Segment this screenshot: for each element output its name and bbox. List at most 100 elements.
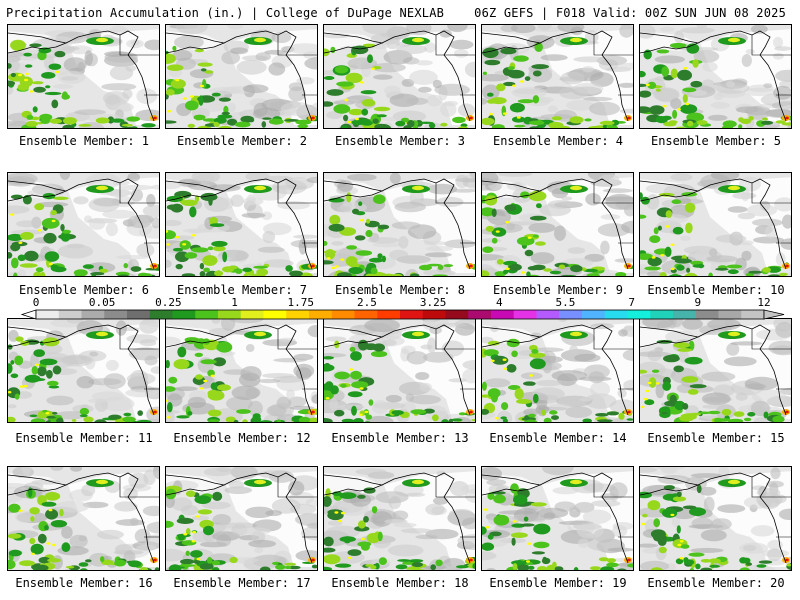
ensemble-member-map xyxy=(639,24,792,129)
colorbar-swatch xyxy=(559,310,583,319)
ensemble-member-map xyxy=(481,172,634,277)
colorbar-swatch xyxy=(240,310,264,319)
ensemble-member-map xyxy=(639,172,792,277)
ensemble-member-caption: Ensemble Member: 2 xyxy=(176,134,308,148)
ensemble-member-caption: Ensemble Member: 13 xyxy=(331,431,469,445)
colorbar-swatch xyxy=(695,310,719,319)
colorbar-tick-label: 12 xyxy=(757,296,771,309)
colorbar-tick-label: 1 xyxy=(231,296,238,309)
colorbar-swatch xyxy=(286,310,310,319)
colorbar-swatch xyxy=(127,310,151,319)
precip-map-image xyxy=(324,25,475,128)
precip-map-image xyxy=(482,319,633,422)
precip-map-image xyxy=(640,319,791,422)
colorbar-swatch xyxy=(582,310,606,319)
precip-map-image xyxy=(482,25,633,128)
precip-map-image xyxy=(8,25,159,128)
colorbar-tick-label: 3.25 xyxy=(419,296,447,309)
ensemble-member-caption: Ensemble Member: 18 xyxy=(331,576,469,590)
ensemble-member-caption: Ensemble Member: 8 xyxy=(334,283,466,297)
colorbar-tick-label: 0 xyxy=(32,296,40,309)
ensemble-member-caption: Ensemble Member: 5 xyxy=(650,134,782,148)
precip-map-image xyxy=(166,173,317,276)
colorbar-swatch xyxy=(491,310,515,319)
ensemble-member-caption: Ensemble Member: 12 xyxy=(173,431,311,445)
ensemble-member-caption: Ensemble Member: 11 xyxy=(15,431,153,445)
colorbar-swatch xyxy=(400,310,424,319)
colorbar-swatch xyxy=(673,310,697,319)
ensemble-member-map xyxy=(7,172,160,277)
colorbar-swatch xyxy=(58,310,82,319)
colorbar-swatch xyxy=(81,310,105,319)
colorbar-swatch xyxy=(104,310,128,319)
colorbar-swatch xyxy=(263,310,287,319)
ensemble-member-map xyxy=(7,466,160,571)
ensemble-member-caption: Ensemble Member: 10 xyxy=(647,283,785,297)
precip-colorbar xyxy=(20,309,785,320)
colorbar-swatch xyxy=(604,310,628,319)
colorbar-swatch xyxy=(172,310,196,319)
colorbar-tick-label: 7 xyxy=(628,296,635,309)
colorbar-swatch xyxy=(627,310,651,319)
colorbar-swatch xyxy=(422,310,446,319)
ensemble-member-map xyxy=(481,318,634,423)
colorbar-min-arrow xyxy=(20,309,37,320)
precip-map-image xyxy=(166,319,317,422)
precip-map-image xyxy=(640,173,791,276)
ensemble-member-map xyxy=(165,172,318,277)
precip-map-image xyxy=(324,173,475,276)
ensemble-member-map xyxy=(481,466,634,571)
ensemble-member-caption: Ensemble Member: 6 xyxy=(18,283,150,297)
ensemble-member-caption: Ensemble Member: 15 xyxy=(647,431,785,445)
map-title: Precipitation Accumulation (in.) | Colle… xyxy=(6,6,445,20)
ensemble-member-map xyxy=(323,466,476,571)
ensemble-member-map xyxy=(7,318,160,423)
colorbar-tick-label: 0.25 xyxy=(155,296,182,309)
ensemble-member-caption: Ensemble Member: 3 xyxy=(334,134,466,148)
ensemble-member-caption: Ensemble Member: 4 xyxy=(492,134,624,148)
ensemble-member-caption: Ensemble Member: 20 xyxy=(647,576,785,590)
precip-map-image xyxy=(8,467,159,570)
ensemble-member-caption: Ensemble Member: 1 xyxy=(18,134,150,148)
ensemble-member-caption: Ensemble Member: 17 xyxy=(173,576,311,590)
ensemble-member-map xyxy=(481,24,634,129)
colorbar-swatch xyxy=(468,310,492,319)
precip-map-image xyxy=(166,467,317,570)
precip-map-image xyxy=(482,173,633,276)
ensemble-member-map xyxy=(639,466,792,571)
colorbar-swatch xyxy=(331,310,355,319)
precip-map-image xyxy=(324,467,475,570)
ensemble-member-map xyxy=(323,318,476,423)
colorbar-swatch xyxy=(309,310,333,319)
colorbar-swatch xyxy=(377,310,401,319)
colorbar-swatch xyxy=(536,310,560,319)
precip-map-image xyxy=(640,467,791,570)
colorbar-swatch xyxy=(741,310,765,319)
ensemble-member-map xyxy=(165,466,318,571)
colorbar-tick-label: 5.5 xyxy=(555,296,576,309)
colorbar-swatch xyxy=(650,310,674,319)
ensemble-member-map xyxy=(7,24,160,129)
colorbar-swatch xyxy=(354,310,378,319)
colorbar-swatch xyxy=(195,310,219,319)
colorbar-tick-label: 9 xyxy=(694,296,702,309)
colorbar-swatch xyxy=(149,310,173,319)
ensemble-member-map xyxy=(639,318,792,423)
colorbar-swatch xyxy=(445,310,469,319)
precip-map-image xyxy=(324,319,475,422)
colorbar-swatch xyxy=(36,310,60,319)
colorbar-tick-label: 2.5 xyxy=(356,296,377,309)
ensemble-member-map xyxy=(323,24,476,129)
ensemble-member-caption: Ensemble Member: 14 xyxy=(489,431,627,445)
precip-map-image xyxy=(8,173,159,276)
ensemble-member-map xyxy=(165,318,318,423)
colorbar-swatch xyxy=(718,310,742,319)
precip-map-image xyxy=(482,467,633,570)
colorbar-tick-label: 0.05 xyxy=(88,296,116,309)
colorbar-swatch xyxy=(513,310,537,319)
colorbar-tick-label: 1.75 xyxy=(287,296,314,309)
precip-map-image xyxy=(166,25,317,128)
ensemble-member-caption: Ensemble Member: 9 xyxy=(492,283,624,297)
colorbar-tick-label: 4 xyxy=(495,296,503,309)
valid-time-label: 06Z GEFS | F018 Valid: 00Z SUN JUN 08 20… xyxy=(474,6,786,20)
